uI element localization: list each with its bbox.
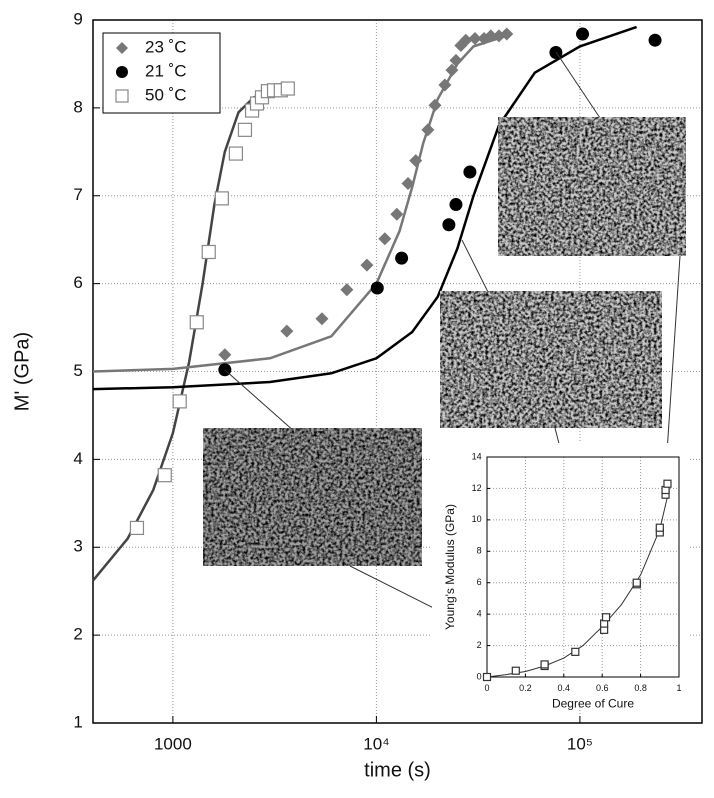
legend-label: 21 ˚C	[145, 61, 187, 80]
diamond-marker	[340, 283, 354, 297]
diamond-marker	[390, 207, 404, 221]
y-tick-label: 8	[73, 97, 82, 116]
diamond-marker	[218, 348, 232, 362]
diamond-marker	[484, 29, 498, 43]
y-tick-label: 10	[472, 514, 482, 524]
y-tick-label: 5	[73, 361, 82, 380]
square-marker	[189, 315, 204, 330]
connector	[461, 239, 489, 293]
square-marker	[632, 578, 641, 587]
fit-line	[92, 25, 638, 391]
square-marker	[482, 672, 492, 682]
square-marker	[129, 520, 145, 536]
y-tick-label: 3	[73, 537, 82, 556]
y-tick-label: 9	[73, 9, 82, 28]
y-tick-label: 4	[477, 609, 482, 619]
diamond-marker	[421, 123, 435, 137]
diamond-marker	[378, 232, 392, 246]
diamond-marker	[449, 53, 463, 67]
diamond-marker	[360, 258, 374, 272]
circle-marker	[648, 33, 662, 47]
y-axis-title: M' (GPa)	[11, 332, 33, 411]
diamond-marker	[280, 324, 294, 338]
diamond-marker	[401, 176, 415, 190]
y-tick-label: 8	[477, 546, 482, 556]
square-marker	[115, 89, 129, 103]
diamond-marker	[315, 312, 329, 326]
legend-label: 23 ˚C	[145, 37, 187, 56]
x-tick-label: 0.4	[558, 683, 571, 693]
square-marker	[237, 122, 253, 137]
y-tick-label: 1	[73, 712, 82, 731]
diamond-marker	[445, 63, 459, 77]
square-marker	[655, 523, 664, 532]
square-marker	[157, 468, 172, 483]
square-marker	[601, 613, 611, 622]
micrographs	[203, 51, 686, 665]
x-tick-label: 0.2	[519, 683, 532, 693]
diamond-marker	[459, 33, 473, 47]
micrograph-texture	[440, 291, 662, 428]
y-tick-label: 7	[73, 185, 82, 204]
square-marker	[280, 81, 295, 96]
circle-marker	[576, 27, 590, 41]
circle-marker	[370, 281, 384, 295]
y-tick-label: 12	[472, 483, 482, 493]
square-marker	[201, 244, 216, 260]
circle-marker	[463, 165, 477, 179]
legend-label: 50 ˚C	[145, 85, 187, 104]
x-axis-title: time (s)	[364, 759, 431, 781]
x-tick-label: 0	[484, 683, 489, 693]
y-tick-label: 6	[477, 577, 482, 587]
x-axis-title: Degree of Cure	[552, 696, 634, 710]
square-marker	[540, 660, 549, 669]
square-marker	[571, 647, 580, 656]
diamond-marker	[409, 154, 423, 168]
square-marker	[214, 191, 229, 206]
y-tick-label: 4	[73, 449, 82, 468]
y-tick-label: 2	[73, 625, 82, 644]
x-tick-label: 0.6	[596, 683, 609, 693]
connector	[555, 51, 601, 119]
square-marker	[228, 146, 244, 161]
circle-marker	[442, 218, 456, 232]
micrograph-texture	[498, 117, 686, 256]
square-marker	[172, 394, 187, 409]
diamond-marker	[438, 78, 452, 92]
diamond-marker	[428, 98, 442, 112]
y-tick-label: 14	[472, 451, 482, 461]
diamond-marker	[468, 31, 482, 45]
plot-frame	[486, 456, 680, 678]
x-tick-label: 1	[676, 683, 681, 693]
circle-marker	[449, 198, 463, 212]
circle-marker	[395, 251, 409, 265]
connector	[224, 369, 296, 433]
diamond-marker	[500, 27, 514, 41]
x-tick-label: 1000	[154, 735, 192, 754]
inset-background	[432, 443, 690, 705]
micrograph-texture	[203, 428, 422, 566]
y-tick-label: 2	[477, 640, 482, 650]
square-marker	[663, 479, 672, 488]
x-tick-label: 10⁵	[567, 735, 593, 754]
circle-marker	[116, 66, 128, 78]
y-tick-label: 0	[477, 671, 482, 681]
y-tick-label: 6	[73, 273, 82, 292]
square-marker	[511, 666, 520, 675]
x-tick-label: 10⁴	[363, 735, 389, 754]
diamond-marker	[116, 42, 128, 54]
y-axis-title: Young's Modulus (GPa)	[443, 504, 457, 630]
x-tick-label: 0.8	[634, 683, 647, 693]
